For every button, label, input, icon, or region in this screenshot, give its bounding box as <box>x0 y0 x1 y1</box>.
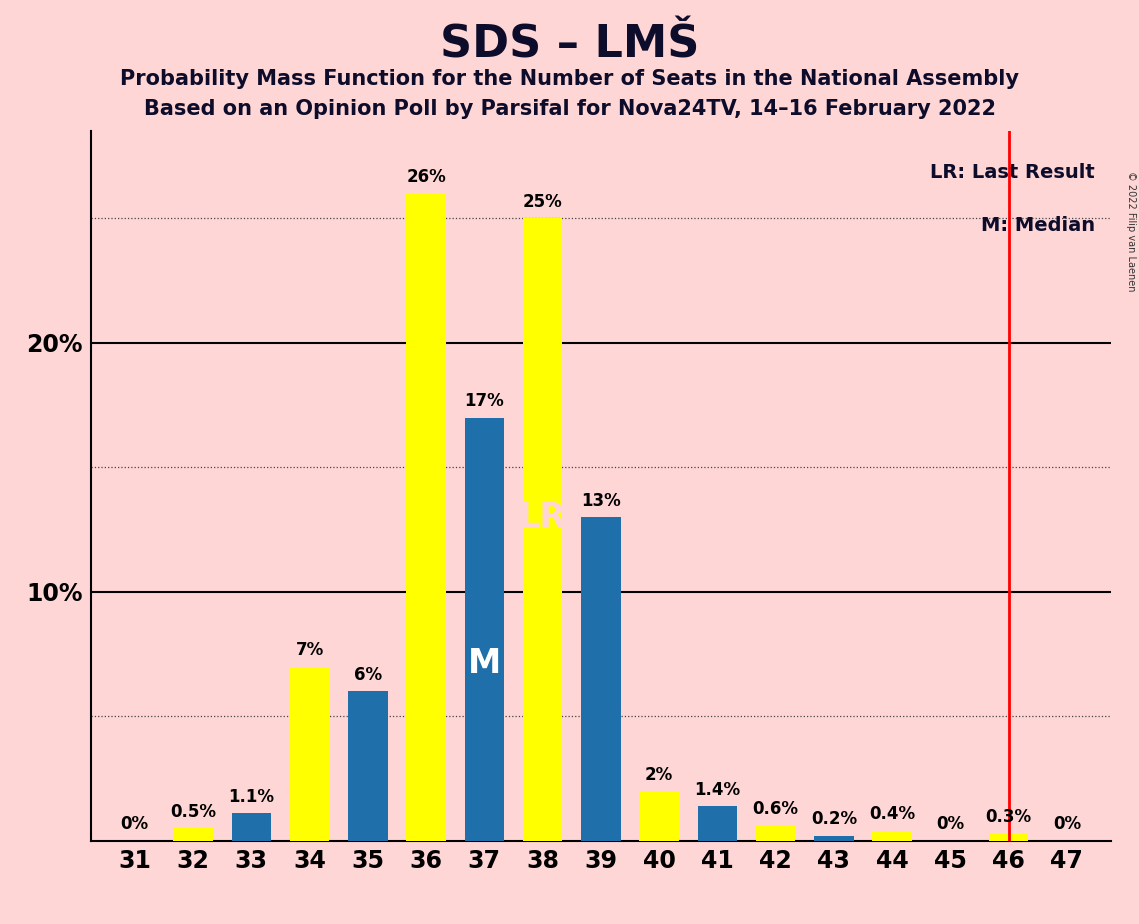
Text: M: Median: M: Median <box>981 216 1096 236</box>
Text: 0.4%: 0.4% <box>869 806 915 823</box>
Bar <box>465 418 505 841</box>
Text: SDS – LMŠ: SDS – LMŠ <box>440 23 699 67</box>
Text: Probability Mass Function for the Number of Seats in the National Assembly: Probability Mass Function for the Number… <box>120 69 1019 90</box>
Text: 0.2%: 0.2% <box>811 810 857 829</box>
Bar <box>523 218 563 841</box>
Text: LR: LR <box>519 501 566 534</box>
Bar <box>173 829 213 841</box>
Text: LR: Last Result: LR: Last Result <box>931 164 1096 182</box>
Bar <box>289 666 329 841</box>
Text: 0%: 0% <box>1052 815 1081 833</box>
Text: 25%: 25% <box>523 193 563 211</box>
Text: 26%: 26% <box>407 168 446 186</box>
Bar <box>639 791 679 841</box>
Text: 17%: 17% <box>465 392 505 410</box>
Text: 6%: 6% <box>354 666 382 684</box>
Text: 2%: 2% <box>645 766 673 784</box>
Text: 7%: 7% <box>295 641 323 659</box>
Text: Based on an Opinion Poll by Parsifal for Nova24TV, 14–16 February 2022: Based on an Opinion Poll by Parsifal for… <box>144 99 995 119</box>
Text: © 2022 Filip van Laenen: © 2022 Filip van Laenen <box>1125 171 1136 291</box>
Bar <box>989 833 1029 841</box>
Bar <box>872 831 912 841</box>
Text: 0.3%: 0.3% <box>985 808 1032 826</box>
Bar <box>407 193 445 841</box>
Text: 0.6%: 0.6% <box>753 800 798 819</box>
Bar <box>697 806 737 841</box>
Text: 0%: 0% <box>121 815 149 833</box>
Text: M: M <box>468 647 501 679</box>
Text: 0%: 0% <box>936 815 965 833</box>
Bar <box>581 517 621 841</box>
Text: 1.4%: 1.4% <box>695 781 740 798</box>
Bar <box>231 813 271 841</box>
Text: 1.1%: 1.1% <box>228 788 274 806</box>
Text: 13%: 13% <box>581 492 621 510</box>
Bar <box>349 691 387 841</box>
Text: 0.5%: 0.5% <box>170 803 216 821</box>
Bar <box>756 826 795 841</box>
Bar <box>814 836 853 841</box>
